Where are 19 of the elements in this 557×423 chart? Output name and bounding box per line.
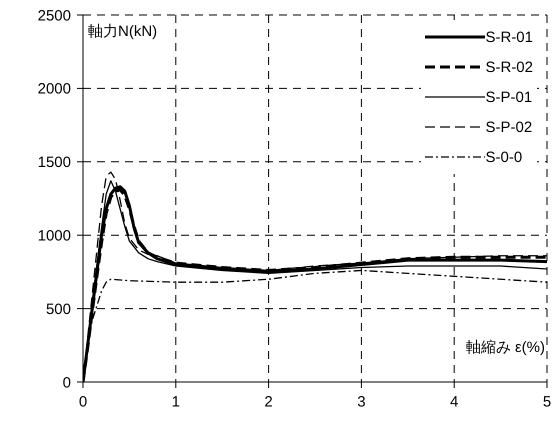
y-tick-label: 500	[46, 300, 71, 318]
y-tick-label: 1500	[38, 154, 71, 172]
x-axis-title: 軸縮み ε(%)	[466, 338, 545, 357]
legend-label: S-P-01	[485, 88, 532, 106]
legend-label: S-R-02	[485, 58, 533, 76]
x-tick-label: 3	[357, 394, 366, 411]
legend-label: S-P-02	[485, 118, 532, 136]
legend-label: S-0-0	[485, 148, 522, 166]
y-tick-label: 2500	[38, 7, 71, 24]
y-tick-label: 1000	[38, 228, 71, 245]
x-tick-label: 4	[450, 394, 458, 411]
x-tick-label: 1	[172, 394, 180, 411]
x-tick-label: 5	[542, 394, 552, 411]
legend-label: S-R-01	[485, 28, 533, 46]
x-tick-label: 0	[78, 394, 88, 411]
y-axis-title: 軸力N(kN)	[88, 22, 158, 41]
y-tick-label: 0	[62, 374, 71, 392]
x-tick-label: 2	[264, 394, 273, 411]
y-tick-label: 2000	[38, 80, 71, 98]
